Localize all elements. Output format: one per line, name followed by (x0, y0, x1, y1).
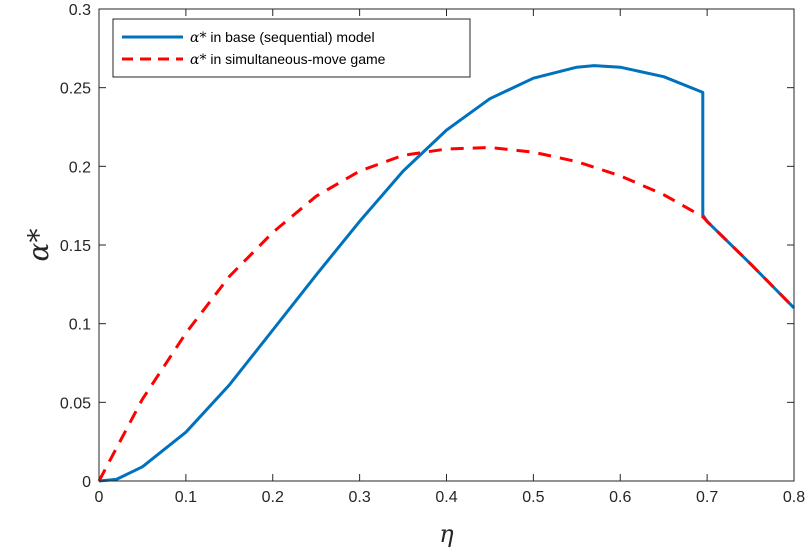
y-axis-label: α* (22, 229, 55, 262)
y-tick-label: 0.15 (60, 238, 91, 255)
legend-label-text: in base (sequential) model (206, 29, 374, 45)
x-tick-label: 0.3 (349, 489, 371, 506)
y-tick-label: 0 (82, 474, 91, 491)
series-line-base-sequential (98, 64, 796, 483)
y-tick-label: 0.3 (69, 2, 91, 19)
legend-label-symbol: α* (190, 52, 206, 68)
legend-label-symbol: α* (190, 30, 206, 46)
plot-background (99, 9, 794, 481)
x-tick-label: 0.4 (435, 489, 457, 506)
x-tick-label: 0.1 (175, 489, 197, 506)
x-tick-label: 0.8 (783, 489, 805, 506)
y-tick-label: 0.05 (60, 395, 91, 412)
plot-area (97, 9, 796, 483)
x-tick-label: 0 (95, 489, 104, 506)
x-tick-label: 0.6 (609, 489, 631, 506)
x-tick-label: 0.5 (522, 489, 544, 506)
x-axis-label: η (439, 520, 454, 548)
series-line-simultaneous-move (97, 146, 796, 482)
legend-label-text: in simultaneous-move game (206, 51, 385, 67)
legend-label: α* in simultaneous-move game (190, 51, 386, 68)
legend-box (112, 18, 471, 78)
legend-label: α* in base (sequential) model (190, 29, 375, 46)
y-tick-label: 0.1 (69, 317, 91, 334)
y-tick-label: 0.25 (60, 81, 91, 98)
x-tick-label: 0.7 (696, 489, 718, 506)
axes: 0 0.1 0.2 0.3 0.4 0.5 0.6 0.7 0.8 0 0.05 0.1 0.15 0.2… (22, 2, 805, 548)
y-tick-label: 0.2 (69, 159, 91, 176)
x-tick-label: 0.2 (262, 489, 284, 506)
